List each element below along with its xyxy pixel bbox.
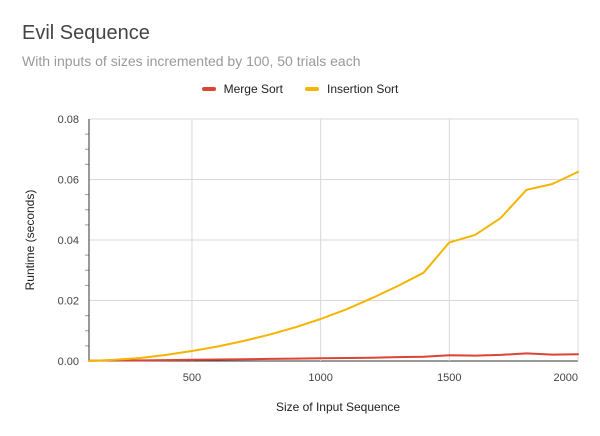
- legend-swatch-merge-sort: [201, 87, 216, 91]
- legend-label-insertion-sort: Insertion Sort: [326, 82, 399, 96]
- series-line-insertion-sort: [88, 170, 579, 362]
- chart-title: Evil Sequence: [22, 22, 150, 44]
- legend-swatch-insertion-sort: [304, 87, 319, 91]
- y-axis-title: Runtime (seconds): [23, 190, 37, 291]
- tick-layer: 0.00 0.02 0.04 0.06 0.08 500 1000 1500 2000: [58, 114, 578, 384]
- x-tick-label: 2000: [554, 372, 578, 384]
- y-tick-label: 0.04: [58, 235, 79, 247]
- y-tick-label: 0.02: [58, 296, 79, 308]
- y-tick-label: 0.08: [58, 114, 79, 126]
- x-axis-title: Size of Input Sequence: [276, 400, 400, 414]
- y-tick-label: 0.00: [58, 356, 79, 368]
- legend-item-insertion-sort[interactable]: Insertion Sort: [304, 82, 399, 96]
- series-layer: [88, 170, 579, 362]
- legend-label-merge-sort: Merge Sort: [223, 82, 283, 96]
- legend: Merge Sort Insertion Sort: [0, 82, 600, 96]
- chart-subtitle: With inputs of sizes incremented by 100,…: [22, 53, 361, 69]
- legend-item-merge-sort[interactable]: Merge Sort: [201, 82, 283, 96]
- x-tick-label: 1000: [308, 372, 332, 384]
- grid-layer: [85, 118, 579, 362]
- y-tick-label: 0.06: [58, 175, 79, 187]
- x-tick-label: 500: [183, 372, 201, 384]
- series-line-merge-sort: [88, 352, 579, 362]
- x-tick-label: 1500: [437, 372, 461, 384]
